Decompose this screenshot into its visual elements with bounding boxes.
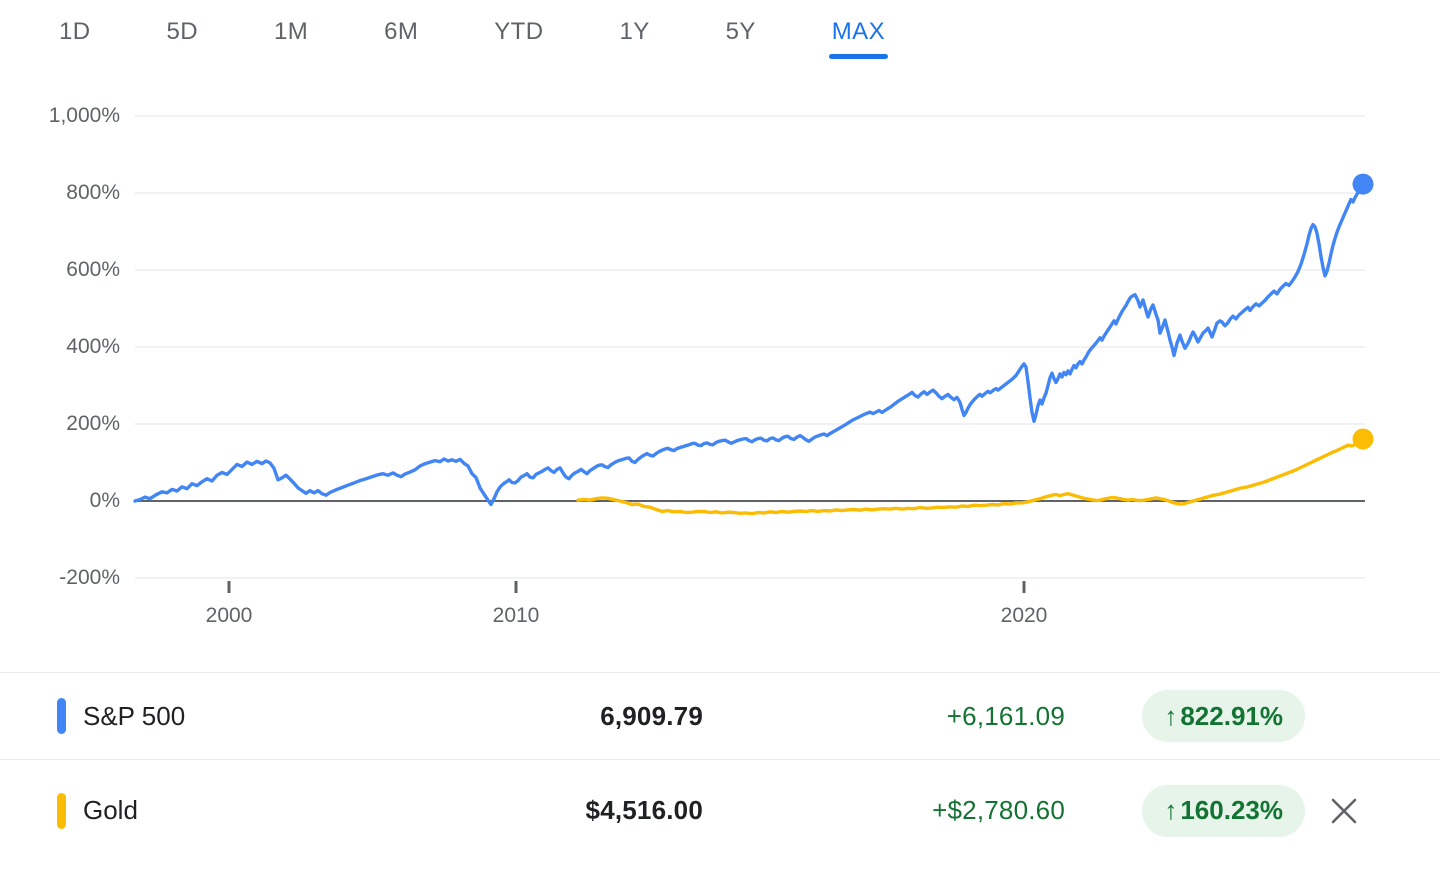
up-arrow-icon: ↑	[1164, 795, 1178, 825]
y-axis-label: 1,000%	[48, 104, 120, 127]
percent-change-value: 822.91%	[1180, 700, 1283, 731]
x-axis-label: 2010	[492, 604, 540, 627]
y-axis-label: 400%	[66, 335, 120, 358]
quote-change: +$2,780.60	[932, 795, 1065, 825]
tab-max[interactable]: MAX	[828, 13, 889, 59]
quote-name: S&P 500	[83, 700, 186, 731]
tab-5y[interactable]: 5Y	[725, 18, 756, 45]
percent-change-value: 160.23%	[1180, 795, 1283, 825]
x-axis-label: 2020	[1000, 604, 1048, 627]
y-axis-label: 800%	[66, 181, 120, 204]
quote-row-gold[interactable]: Gold $4,516.00 +$2,780.60 ↑ 160.23%	[0, 759, 1440, 861]
y-axis-label: 0%	[89, 489, 120, 512]
quote-name: Gold	[83, 795, 138, 825]
tab-ytd[interactable]: YTD	[494, 18, 544, 45]
close-icon	[1331, 798, 1357, 823]
quote-price: 6,909.79	[600, 700, 703, 731]
series-color-marker	[57, 792, 66, 829]
tab-1y[interactable]: 1Y	[619, 18, 650, 45]
percent-change-badge: ↑ 822.91%	[1142, 690, 1305, 742]
tab-6m[interactable]: 6M	[384, 18, 419, 45]
chart-svg[interactable]	[0, 0, 1440, 660]
quote-price: $4,516.00	[585, 795, 703, 825]
remove-comparison-button[interactable]	[1322, 789, 1366, 833]
y-axis-label: -200%	[59, 566, 120, 589]
up-arrow-icon: ↑	[1164, 700, 1178, 731]
quote-change: +6,161.09	[946, 700, 1065, 731]
range-tab-bar: 1D 5D 1M 6M YTD 1Y 5Y MAX	[57, 13, 889, 59]
tab-5d[interactable]: 5D	[166, 18, 198, 45]
y-axis-label: 600%	[66, 258, 120, 281]
series-color-marker	[57, 698, 66, 734]
quote-row-sp500[interactable]: S&P 500 6,909.79 +6,161.09 ↑ 822.91%	[0, 672, 1440, 759]
x-axis-label: 2000	[205, 604, 253, 627]
tab-1d[interactable]: 1D	[59, 18, 91, 45]
quote-name-cell: S&P 500	[57, 698, 420, 734]
y-axis-label: 200%	[66, 412, 120, 435]
percent-change-badge: ↑ 160.23%	[1142, 784, 1305, 837]
tab-1m[interactable]: 1M	[273, 18, 309, 45]
quote-name-cell: Gold	[57, 792, 420, 829]
quote-legend: S&P 500 6,909.79 +6,161.09 ↑ 822.91% Gol…	[0, 672, 1440, 861]
